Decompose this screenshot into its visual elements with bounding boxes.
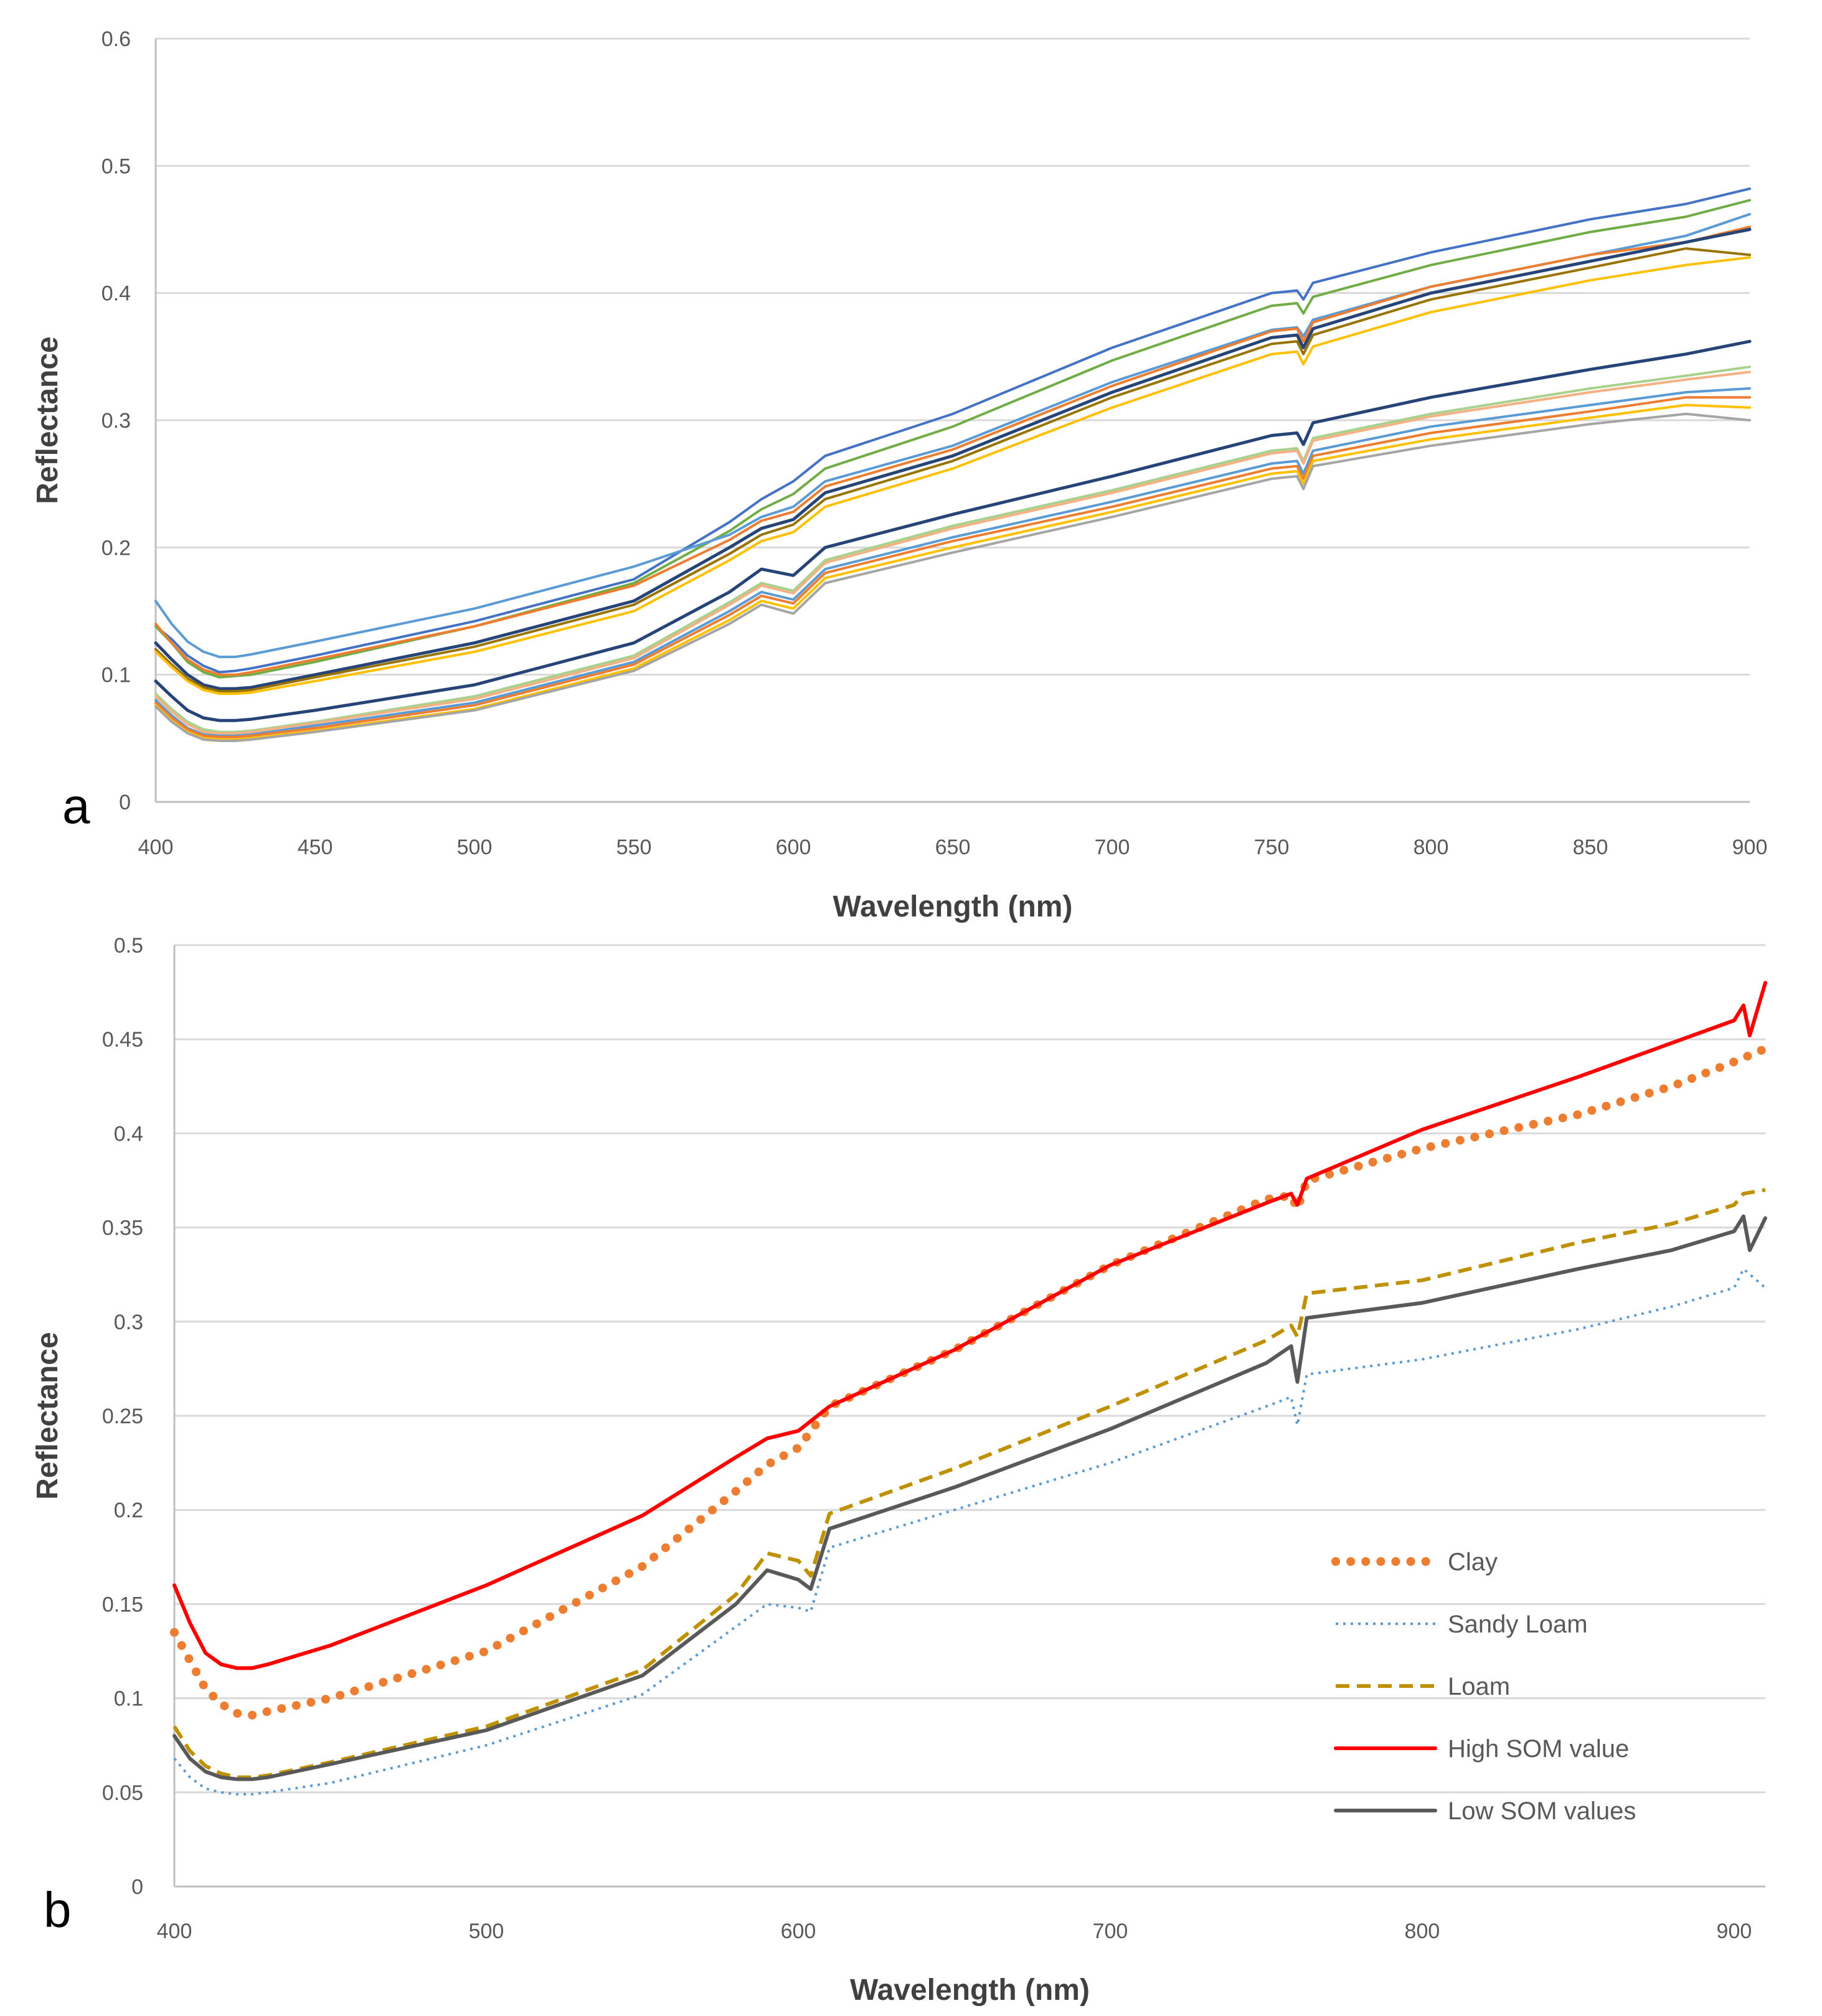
panel-b-legend: Clay Sandy Loam Loam High SOM value Low SOM … [1331,1548,1636,1825]
panel-a-series-6 [154,247,1751,693]
panel-a-series-1 [154,187,1751,674]
panel-a-x-tick-label: 650 [935,836,971,859]
panel-b-y-tick-label: 0.05 [102,1781,143,1805]
panel-b-y-tick-label: 0.4 [114,1122,143,1146]
panel-a-series-4 [154,225,1751,676]
panel-a-y-tick-label: 0.5 [101,154,131,178]
panel-b-y-tick-label: 0.3 [114,1311,143,1334]
panel-a-series-13 [154,403,1751,741]
panel-b-y-tick-label: 0 [131,1875,143,1899]
panel-a-series-8 [154,339,1752,722]
panel-a-series-5 [154,228,1752,690]
panel-a-x-tick-label: 600 [776,836,811,859]
panel-a-series-11 [154,387,1751,737]
legend-label-loam: Loam [1448,1673,1510,1700]
panel-a-series-3 [154,213,1751,659]
panel-b-y-axis-title: Reflectance [31,1332,64,1499]
panel-b-x-tick-label: 600 [781,1919,816,1943]
panel-a-series-9 [154,365,1751,733]
panel-a-x-tick-label: 800 [1414,836,1449,859]
panel-a-y-tick-label: 0.3 [101,409,131,433]
legend-label-low-som-values: Low SOM values [1448,1797,1636,1825]
panel-a-y-tick-label: 0.1 [101,664,131,687]
panel-a-label: a [62,778,90,834]
panel-b-y-tick-label: 0.2 [114,1499,143,1522]
panel-a-x-tick-label: 450 [298,836,333,859]
panel-b-y-tick-label: 0.35 [102,1217,143,1240]
panel-a-x-axis-title: Wavelength (nm) [833,890,1073,923]
panel-a-y-tick-label: 0.6 [101,27,131,51]
panel-b-x-axis-title: Wavelength (nm) [850,1974,1090,2007]
panel-b-x-tick-label: 700 [1093,1919,1128,1943]
panel-a-x-tick-label: 500 [457,836,493,859]
panel-a-x-tick-label: 400 [138,836,174,859]
panel-a-y-tick-label: 0.2 [101,536,131,560]
panel-a-series-12 [154,396,1751,738]
panel-b-y-tick-label: 0.5 [114,934,143,958]
panel-b-x-tick-label: 800 [1405,1919,1440,1943]
panel-b-x-tick-label: 400 [157,1919,192,1943]
panel-a-x-tick-label: 550 [616,836,652,859]
panel-a-chart: 0 0.1 0.2 0.3 0.4 0.5 0.6 400 450 500 550 600 650 700… [31,27,1767,923]
legend-label-sandy-loam: Sandy Loam [1448,1611,1588,1638]
panel-a-y-tick-label: 0.4 [101,282,131,306]
panel-b-label: b [44,1882,72,1938]
panel-b-series-clay [170,1044,1770,1720]
panel-b-chart: 0 0.05 0.1 0.15 0.2 0.25 0.3 0.35 0.4 0.45 0.5 400 5… [31,934,1770,2007]
panel-a-x-tick-label: 850 [1573,836,1608,859]
panel-b-y-tick-label: 0.1 [114,1687,143,1711]
panel-b-y-tick-label: 0.15 [102,1593,143,1616]
panel-a-series-10 [154,370,1751,735]
panel-a-y-axis-title: Reflectance [31,336,64,504]
panel-b-y-tick-label: 0.25 [102,1405,143,1428]
legend-label-clay: Clay [1448,1548,1498,1576]
panel-a-series-14 [154,412,1751,742]
panel-b-series-loam [172,1188,1766,1779]
panel-b-series-low-som-values [172,1214,1767,1781]
panel-b-y-tick-label: 0.45 [102,1028,143,1052]
panel-a-y-tick-label: 0 [119,791,131,814]
panel-a-x-tick-label: 900 [1732,836,1768,859]
panel-b-x-tick-label: 500 [469,1919,504,1943]
panel-a-series-7 [154,256,1751,695]
panel-a-x-tick-label: 700 [1095,836,1130,859]
panel-b-x-tick-label: 900 [1717,1919,1752,1943]
panel-a-x-tick-label: 750 [1254,836,1290,859]
panel-a-series-2 [154,199,1751,679]
panel-b-series-sandy-loam [173,1268,1767,1796]
panel-b-series-high-som-value [172,981,1767,1670]
legend-label-high-som-value: High SOM value [1448,1735,1629,1763]
